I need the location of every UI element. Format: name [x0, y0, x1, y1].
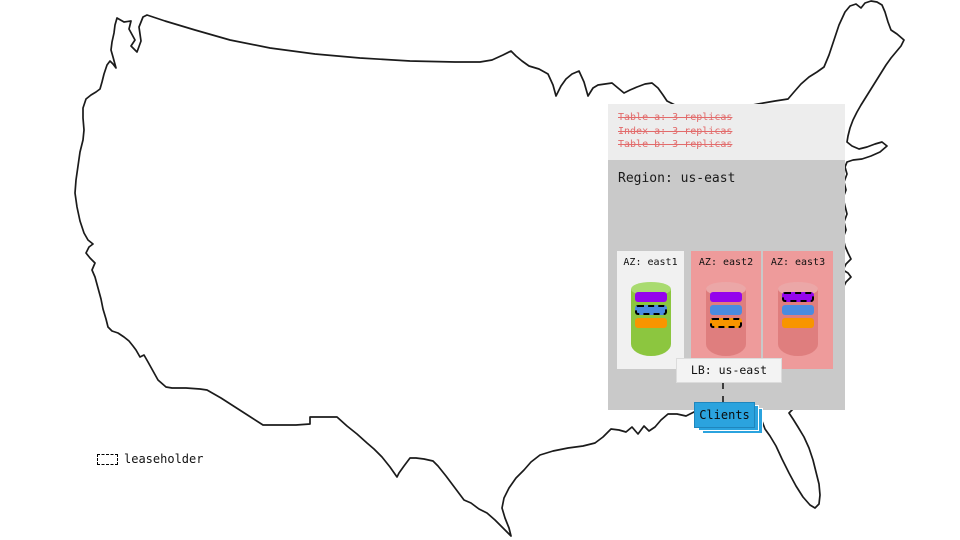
az-east2-box: AZ: east2 [691, 251, 761, 369]
lb-clients-connector [722, 383, 724, 402]
replica-annotations-section: Table a: 3 replicas Index a: 3 replicas … [608, 104, 845, 160]
az-east3-box: AZ: east3 [763, 251, 833, 369]
az-east3-label: AZ: east3 [770, 257, 826, 268]
purple-replica-bar [710, 292, 742, 302]
blue-replica-bar-leaseholder [634, 305, 667, 315]
blue-replica-bar [710, 305, 742, 315]
annotation-index-a: Index a: 3 replicas [618, 125, 733, 137]
az-east1-label: AZ: east1 [623, 257, 678, 268]
purple-replica-bar [634, 292, 667, 302]
orange-replica-bar [634, 318, 667, 328]
az-east1-box: AZ: east1 [617, 251, 684, 369]
database-cylinder [778, 282, 818, 356]
replica-bars [778, 292, 818, 331]
annotation-table-b: Table b: 3 replicas [618, 139, 733, 150]
region-us-east-section: Region: us-east AZ: east1 AZ: east2 [608, 160, 845, 434]
load-balancer-box: LB: us-east [676, 358, 782, 383]
clients-box: Clients [694, 402, 755, 428]
blue-replica-bar [782, 305, 814, 315]
orange-replica-bar-leaseholder [710, 318, 742, 328]
database-cylinder [630, 282, 671, 356]
az-east2-label: AZ: east2 [698, 257, 754, 268]
replica-bars [706, 292, 746, 331]
region-panel: Table a: 3 replicas Index a: 3 replicas … [608, 104, 845, 434]
database-cylinder [706, 282, 746, 356]
orange-replica-bar [782, 318, 814, 328]
leaseholder-legend: leaseholder [97, 452, 203, 466]
region-label: Region: us-east [618, 171, 736, 186]
clients-stack: Clients [694, 402, 766, 438]
replica-bars [631, 292, 671, 331]
annotation-table-a: Table a: 3 replicas [618, 112, 733, 123]
leaseholder-legend-label: leaseholder [124, 452, 204, 466]
purple-replica-bar-leaseholder [782, 292, 814, 302]
leaseholder-swatch-icon [97, 453, 118, 465]
